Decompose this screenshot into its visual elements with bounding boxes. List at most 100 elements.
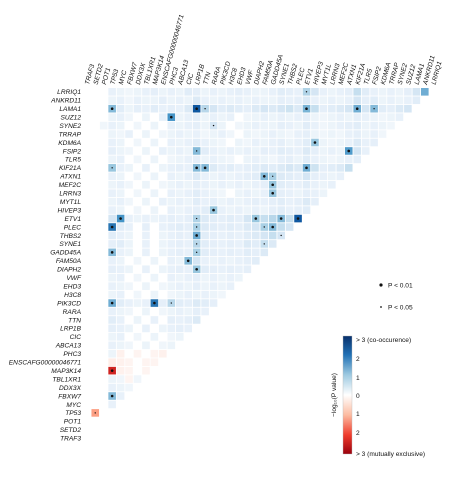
- heatmap-cell: [175, 273, 184, 282]
- heatmap-cell: [268, 197, 277, 206]
- heatmap-cell: [159, 341, 167, 350]
- heatmap-cell: [353, 130, 361, 138]
- heatmap-cell: [218, 197, 226, 206]
- heatmap-cell: [277, 121, 285, 130]
- heatmap-cell: [268, 164, 277, 172]
- heatmap-cell: [218, 138, 226, 147]
- heatmap-cell: [192, 88, 201, 96]
- heatmap-cell: [184, 206, 192, 214]
- row-label: TBL1XR1: [52, 376, 81, 383]
- heatmap-cell: [201, 138, 209, 147]
- heatmap-cell: [192, 307, 201, 316]
- colorbar: > 3 (co-occurence) 2 1 0 1 2 > 3 (mutual…: [331, 335, 425, 458]
- heatmap-cell: [201, 240, 209, 248]
- colorbar-gradient: [342, 335, 353, 455]
- heatmap-cell: [319, 88, 328, 96]
- heatmap-cell: [252, 138, 260, 147]
- heatmap-cell: [192, 155, 201, 164]
- heatmap-cell: [108, 358, 116, 366]
- heatmap-cell: [184, 223, 192, 231]
- heatmap-cell: [125, 282, 133, 290]
- heatmap-cell: [218, 155, 226, 164]
- heatmap-cell: [226, 130, 235, 138]
- heatmap-cell: [209, 265, 218, 274]
- heatmap-cell: [361, 130, 370, 138]
- heatmap-cell: [336, 88, 345, 96]
- heatmap-cell: [159, 240, 167, 248]
- heatmap-cell: [192, 316, 201, 324]
- heatmap-cell: [167, 206, 176, 214]
- heatmap-cell: [336, 130, 345, 138]
- heatmap-cell: [235, 223, 243, 231]
- heatmap-cell: [159, 324, 167, 333]
- heatmap-cell: [116, 147, 125, 155]
- heatmap-cell: [142, 366, 150, 375]
- heatmap-cell: [361, 121, 370, 130]
- heatmap-cell: [150, 189, 159, 197]
- heatmap-cell: [336, 121, 345, 130]
- heatmap-cell: [142, 248, 150, 257]
- heatmap-cell: [370, 121, 378, 130]
- heatmap-cell: [268, 138, 277, 147]
- heatmap-cell: [209, 273, 218, 282]
- heatmap-cell: [302, 189, 311, 197]
- heatmap-cell: [133, 349, 142, 358]
- heatmap-cell: [319, 172, 328, 181]
- heatmap-cell: [344, 104, 353, 113]
- heatmap-cell: [192, 96, 201, 105]
- heatmap-cell: [116, 248, 125, 257]
- heatmap-cell: [243, 96, 252, 105]
- heatmap-cell: [243, 121, 252, 130]
- heatmap-cell: [184, 197, 192, 206]
- heatmap-cell: [116, 138, 125, 147]
- heatmap-cell: [116, 155, 125, 164]
- heatmap-cell: [226, 164, 235, 172]
- heatmap-cell: [133, 257, 142, 265]
- heatmap-cell: [201, 180, 209, 189]
- heatmap-cell: [125, 358, 133, 366]
- heatmap-cell: [243, 206, 252, 214]
- row-label: TRRAP: [59, 131, 82, 138]
- heatmap-cell: [344, 96, 353, 105]
- heatmap-cell: [235, 121, 243, 130]
- heatmap-cell: [387, 104, 395, 113]
- heatmap-cell: [252, 240, 260, 248]
- heatmap-cell: [235, 180, 243, 189]
- significance-dot-p01: [195, 107, 198, 110]
- heatmap-cell: [302, 197, 311, 206]
- row-label: SETD2: [60, 427, 82, 434]
- heatmap-cell: [184, 88, 192, 96]
- significance-dot-p01: [279, 217, 283, 220]
- heatmap-cell: [184, 214, 192, 223]
- heatmap-cell: [285, 88, 294, 96]
- heatmap-cell: [108, 130, 116, 138]
- heatmap-cell: [353, 96, 361, 105]
- colorbar-tick-2: 1: [356, 375, 360, 382]
- heatmap-cell: [108, 375, 116, 383]
- heatmap-cell: [353, 113, 361, 121]
- heatmap-cell: [370, 138, 378, 147]
- heatmap-cell: [167, 341, 176, 350]
- heatmap-cell: [184, 121, 192, 130]
- heatmap-cell: [218, 147, 226, 155]
- row-label: ATXN1: [59, 174, 81, 181]
- legend-label-p05: P < 0.05: [388, 305, 413, 312]
- heatmap-cell: [116, 104, 125, 113]
- row-label: PLEC: [64, 224, 81, 231]
- heatmap-cell: [277, 104, 285, 113]
- heatmap-cell: [175, 88, 184, 96]
- heatmap-cell: [175, 299, 184, 307]
- heatmap-cell: [108, 333, 116, 341]
- heatmap-cell: [184, 155, 192, 164]
- row-label: MEF2C: [59, 182, 82, 189]
- heatmap-cell: [260, 121, 269, 130]
- heatmap-cell: [277, 180, 285, 189]
- heatmap-cell: [268, 121, 277, 130]
- heatmap-cell: [235, 96, 243, 105]
- heatmap-cell: [226, 104, 235, 113]
- heatmap-cell: [167, 197, 176, 206]
- heatmap-cell: [201, 231, 209, 240]
- heatmap-cell: [201, 189, 209, 197]
- row-label: RARA: [63, 309, 82, 316]
